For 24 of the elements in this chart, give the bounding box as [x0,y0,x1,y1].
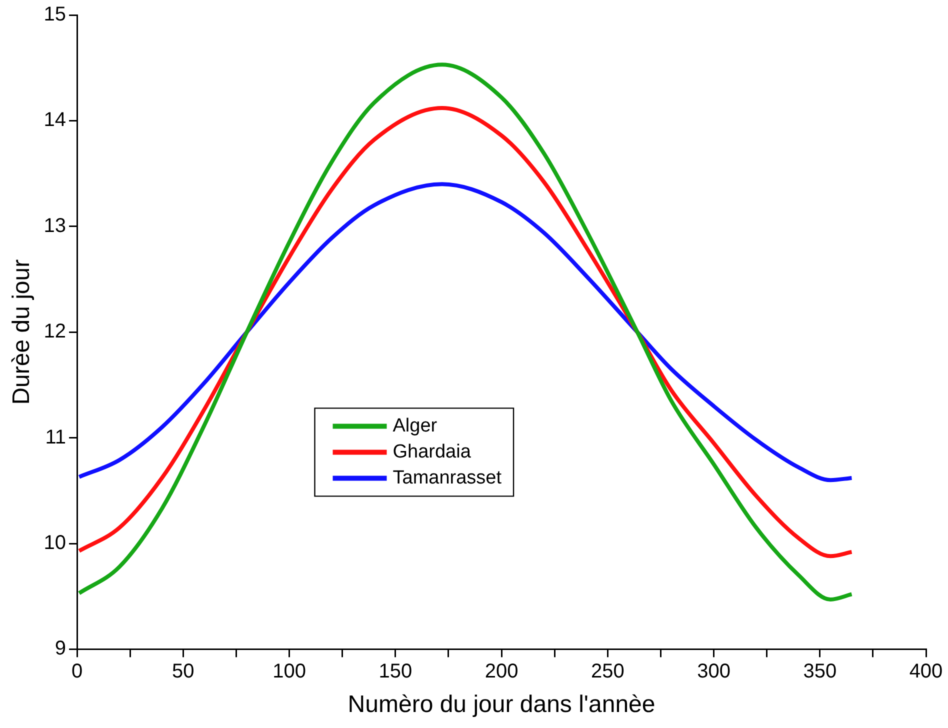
x-tick-label: 300 [697,660,730,683]
line-series [77,106,854,558]
legend-label: Ghardaia [392,441,472,462]
legend-label: Alger [392,415,438,436]
x-axis-title: Numèro du jour dans l'annèe [348,691,656,718]
y-tick-label: 9 [54,638,66,660]
x-tick-label: 200 [484,660,518,683]
line-series [77,62,854,602]
y-axis-title: Durèe du jour [8,259,36,405]
y-tick-label: 15 [44,4,66,26]
y-tick-label: 14 [44,109,66,132]
x-tick-label: 150 [378,660,412,683]
y-tick-label: 10 [44,532,66,554]
y-tick-label: 12 [44,320,66,343]
x-tick-label: 350 [803,660,837,683]
x-tick-label: 250 [590,660,624,683]
line-series [77,182,854,482]
legend-label: Tamanrasset [392,467,502,488]
x-tick-label: 50 [172,660,194,683]
x-tick-label: 100 [272,660,306,683]
x-tick-label: 400 [909,660,943,683]
y-tick-label: 11 [45,426,66,448]
x-tick-label: 0 [71,660,83,683]
y-tick-label: 13 [44,214,66,237]
